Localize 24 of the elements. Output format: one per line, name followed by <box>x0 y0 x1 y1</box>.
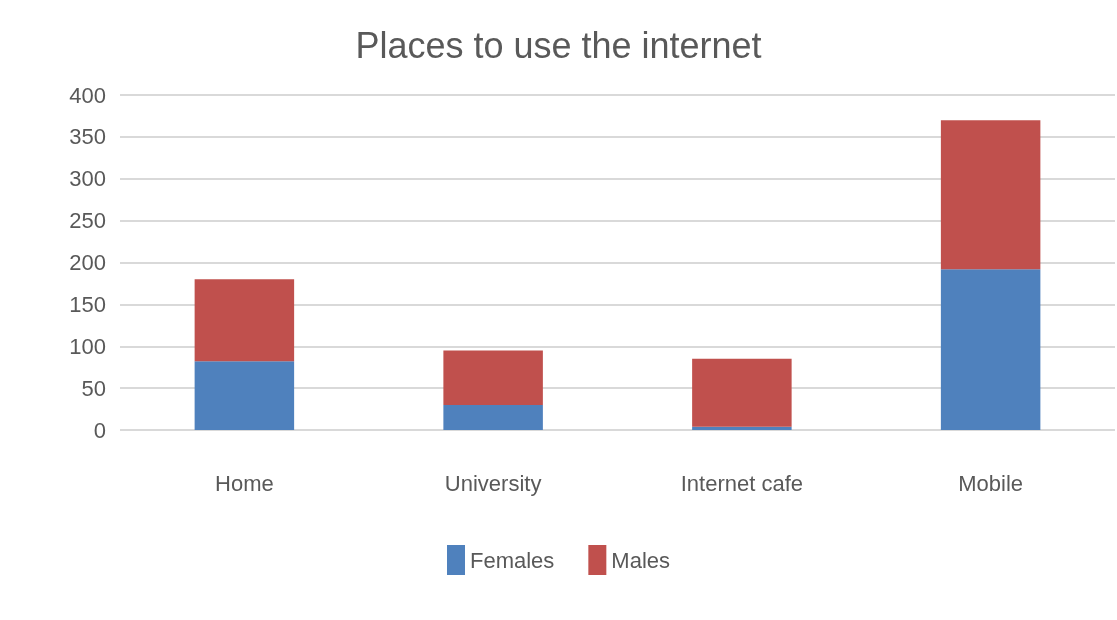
bar <box>692 358 792 427</box>
bar <box>194 361 295 430</box>
y-tick-label: 250 <box>69 208 106 234</box>
y-tick-label: 150 <box>69 291 106 317</box>
y-tick-label: 100 <box>69 333 106 359</box>
bar <box>692 426 792 430</box>
legend-label: Males <box>611 547 671 573</box>
x-tick-label: Internet cafe <box>680 470 804 496</box>
x-tick-label: Home <box>215 470 274 496</box>
y-tick-label: 400 <box>69 82 106 108</box>
bar <box>940 269 1041 430</box>
bar <box>194 279 295 362</box>
chart-title: Places to use the internet <box>355 24 762 66</box>
y-tick-label: 300 <box>69 166 106 192</box>
y-tick-label: 0 <box>93 417 106 443</box>
y-tick-label: 350 <box>69 124 106 150</box>
x-tick-label: Mobile <box>958 470 1024 496</box>
legend-label: Females <box>469 547 555 573</box>
y-tick-label: 200 <box>69 250 106 275</box>
y-tick-label: 50 <box>81 375 106 401</box>
bar <box>443 350 543 405</box>
bar <box>443 404 543 430</box>
bar <box>940 120 1041 270</box>
x-tick-label: University <box>444 470 542 496</box>
